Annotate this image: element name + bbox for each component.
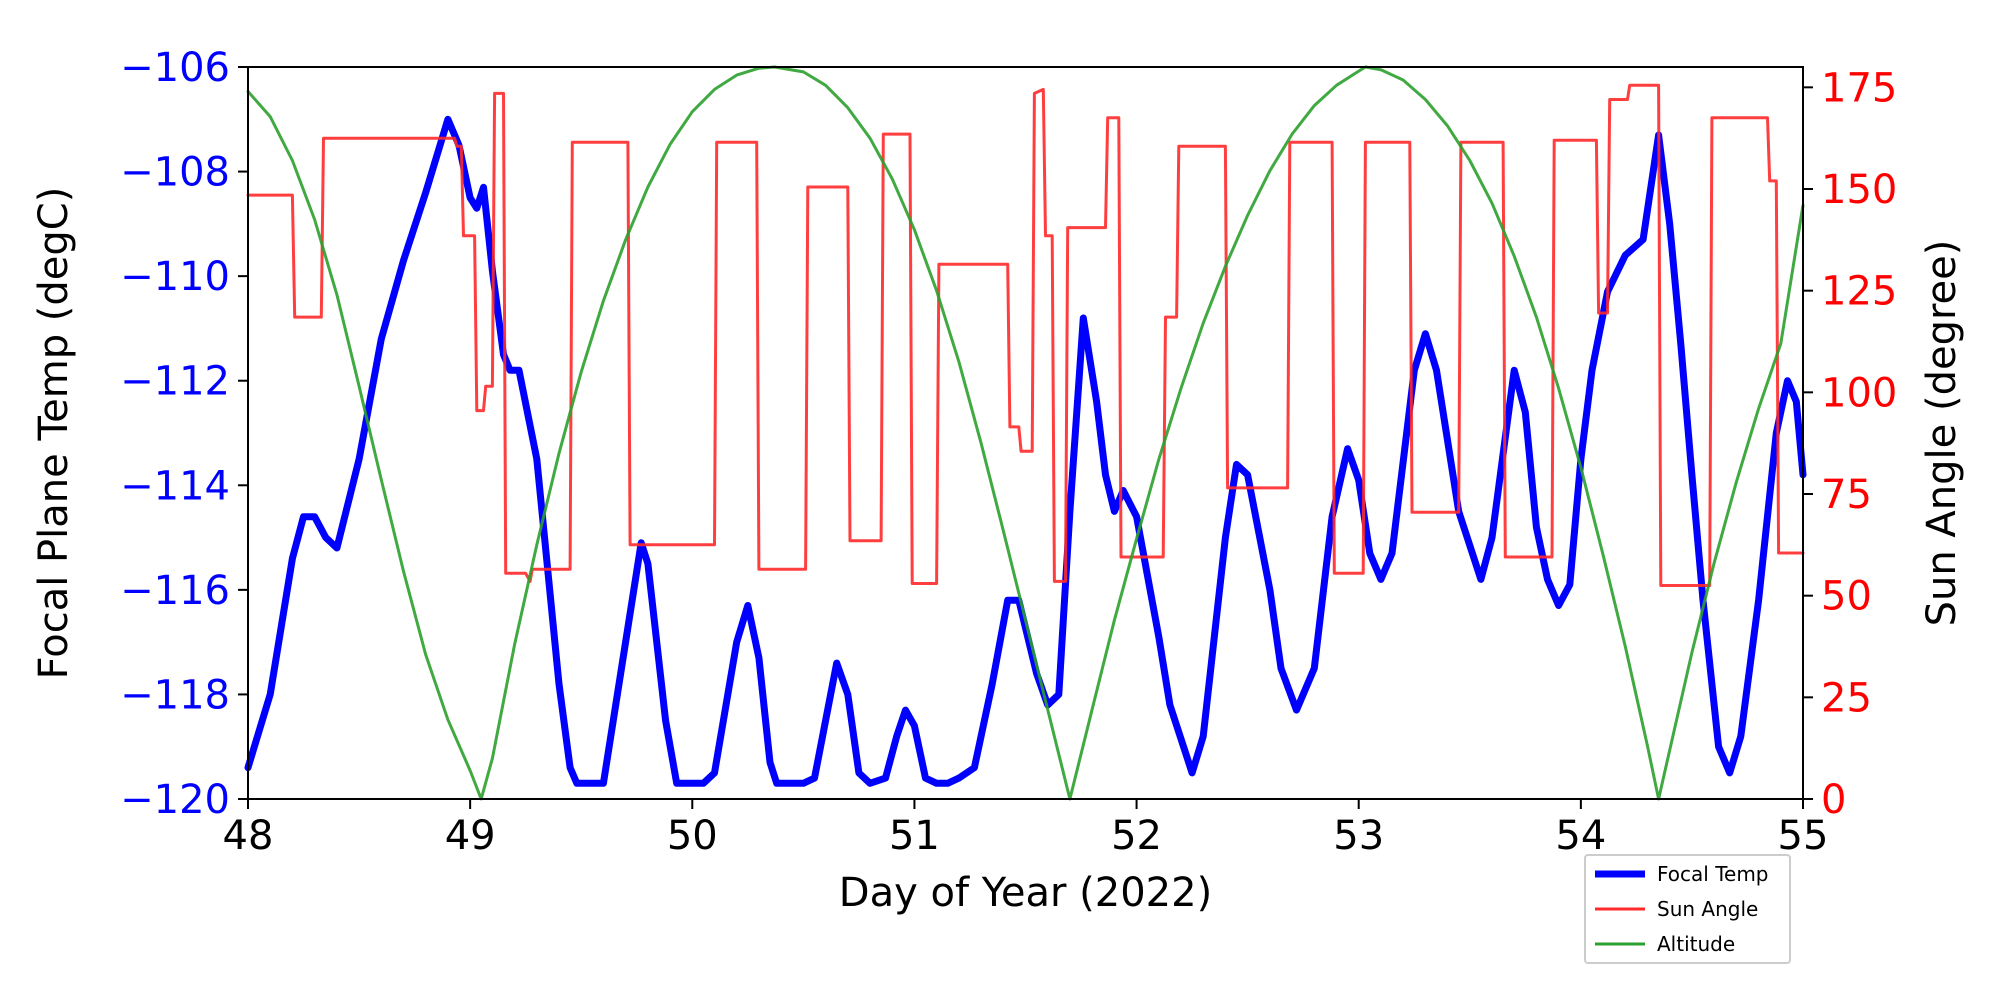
y-left-tick-label: −120 — [120, 777, 230, 823]
ticks-layer: 48 49 50 51 52 53 54 55 −120 −118 −116 −114 −112 −110… — [120, 45, 1897, 859]
series-line-sun-angle — [246, 83, 1805, 587]
legend-box — [1584, 854, 1791, 964]
legend-label-altitude: Altitude — [1657, 932, 1735, 956]
series-line-altitude — [246, 65, 1805, 801]
legend-label-focal-temp: Focal Temp — [1657, 862, 1769, 886]
plot-frame — [247, 66, 1804, 800]
y-right-tick-label: 150 — [1821, 167, 1897, 213]
y-right-tick-label: 50 — [1821, 574, 1872, 620]
series-line-focal-temp — [244, 115, 1807, 787]
y-left-tick-label: −112 — [120, 359, 230, 405]
legend-label-sun-angle: Sun Angle — [1657, 897, 1758, 921]
y-left-tick-label: −118 — [120, 672, 230, 718]
x-tick-label: 51 — [889, 813, 940, 859]
y-right-tick-label: 0 — [1821, 777, 1846, 823]
x-tick-label: 55 — [1778, 813, 1829, 859]
y-axis-left-label: Focal Plane Temp (degC) — [31, 187, 77, 680]
legend: Focal Temp Sun Angle Altitude — [1584, 854, 1791, 964]
x-axis-label: Day of Year (2022) — [839, 870, 1212, 916]
x-tick-label: 52 — [1111, 813, 1162, 859]
y-right-tick-label: 175 — [1821, 65, 1897, 111]
y-left-tick-label: −114 — [120, 463, 230, 509]
y-right-tick-label: 125 — [1821, 269, 1897, 315]
y-left-tick-label: −108 — [120, 150, 230, 196]
series-layer — [244, 65, 1807, 801]
x-tick-label: 50 — [667, 813, 718, 859]
x-tick-label: 49 — [445, 813, 496, 859]
y-axis-right-label: Sun Angle (degree) — [1919, 240, 1965, 627]
y-left-tick-label: −116 — [120, 568, 230, 614]
y-left-tick-label: −110 — [120, 254, 230, 300]
x-tick-label: 48 — [223, 813, 274, 859]
x-tick-label: 54 — [1555, 813, 1606, 859]
y-right-tick-label: 100 — [1821, 370, 1897, 416]
x-tick-label: 53 — [1333, 813, 1384, 859]
y-right-tick-label: 25 — [1821, 675, 1872, 721]
y-left-tick-label: −106 — [120, 45, 230, 91]
y-right-tick-label: 75 — [1821, 472, 1872, 518]
